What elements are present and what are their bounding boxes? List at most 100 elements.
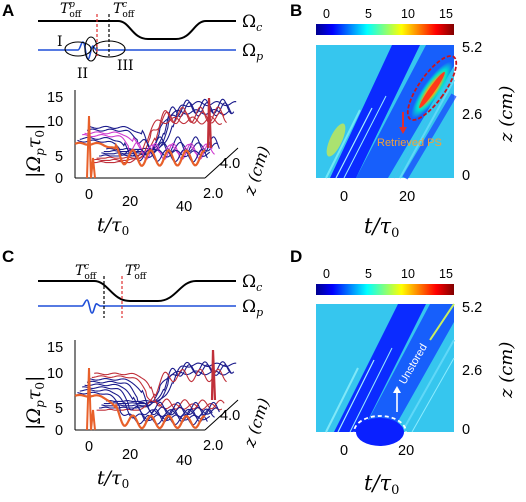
colorbar-tick-5-d: 5 (365, 267, 372, 281)
z-axis-label-a: z (cm) (239, 144, 273, 199)
y-axis-label-a: |Ωpτ0| (23, 124, 47, 178)
waterfall-traces-a (74, 97, 237, 179)
y-tick-15-a: 15 (47, 90, 63, 106)
retrieved-ps-ellipse (406, 55, 458, 121)
panel-letter-b: B (290, 1, 302, 20)
waterfall-trace (91, 116, 223, 164)
colorbar-tick-15-b: 15 (439, 7, 453, 21)
region-label-ii: II (77, 66, 88, 82)
toff-p-label-c: Toffp (125, 262, 147, 282)
control-field-curve-a (38, 20, 236, 40)
waterfall-trace (74, 393, 206, 430)
retrieved-ps-arrowhead (399, 127, 407, 134)
probe-field-curve-c (38, 299, 236, 314)
z-tick-2-c: 2.0 (203, 438, 223, 454)
waterfall-trace (94, 111, 225, 161)
x-axis-label-b: t/τ0 (364, 214, 399, 241)
z-tick-5-2-d: 5.2 (462, 300, 482, 316)
colorbar-tick-5-b: 5 (365, 7, 372, 21)
pulse-spike (210, 349, 217, 401)
pulse-spike (206, 97, 213, 149)
control-field-curve-c (38, 280, 236, 302)
pulse-spike (86, 367, 96, 431)
colorbar-tick-10-d: 10 (401, 267, 415, 281)
x-tick-40-a: 40 (176, 199, 192, 215)
x-tick-0-b: 0 (340, 189, 348, 205)
y-tick-5-a: 5 (55, 149, 63, 165)
unstored-arrowhead (393, 386, 401, 393)
y-tick-0-a: 0 (55, 171, 63, 187)
x-tick-40-c: 40 (176, 453, 192, 469)
z-tick-2-6-d: 2.6 (462, 363, 482, 379)
z-axis-label-c: z (cm) (239, 396, 273, 451)
z-tick-0-d: 0 (462, 422, 470, 438)
toff-c-label-a: Toffc (113, 0, 135, 20)
heatmap-d (316, 303, 455, 446)
z-axis-label-d: z (cm) (496, 342, 517, 399)
waterfall-trace (84, 383, 215, 418)
colorbar-tick-10-b: 10 (401, 7, 415, 21)
panel-letter-d: D (290, 247, 302, 266)
region-label-i: I (57, 34, 63, 50)
x-axis-label-d: t/τ0 (364, 471, 399, 498)
omega-p-label-a: Ωp (242, 41, 263, 63)
region-ellipse-i (64, 41, 92, 57)
x-tick-20-c: 20 (122, 447, 138, 463)
y-tick-10-c: 10 (47, 366, 63, 382)
colorbar-d (316, 284, 454, 295)
waterfall-trace (94, 372, 225, 410)
waterfall-trace (84, 131, 215, 155)
panel-c: C Ωc Ωp Toffc Toffp 0 5 10 15 0 20 40 2.… (2, 247, 273, 491)
panel-d: D 0 5 10 15 Unstored 5.2 2.6 0 z (cm) 0 … (290, 247, 517, 498)
pulse-spike (86, 115, 96, 179)
waterfall-traces-c (74, 349, 237, 431)
waterfall-trace (74, 141, 206, 168)
colorbar-tick-0-b: 0 (323, 7, 330, 21)
colorbar-b (316, 24, 454, 35)
waterfall-trace (82, 134, 213, 161)
waterfall-trace (89, 125, 220, 154)
region-label-iii: III (117, 58, 134, 74)
retrieved-ps-label: Retrieved PS (377, 137, 442, 149)
heatmap-b (316, 45, 457, 180)
y-tick-15-c: 15 (47, 340, 63, 356)
x-axis-label-c: t/τ0 (97, 467, 129, 491)
unstored-ellipse (353, 415, 407, 449)
waterfall-trace (96, 106, 227, 159)
x-axis-label-a: t/τ0 (97, 214, 129, 238)
waterfall-trace (101, 364, 232, 407)
colorbar-tick-0-d: 0 (323, 267, 330, 281)
z-tick-4-c: 4.0 (220, 408, 240, 424)
x-tick-0-a: 0 (85, 187, 93, 203)
z-tick-2-6-b: 2.6 (462, 107, 482, 123)
z-tick-5-2-b: 5.2 (462, 40, 482, 56)
y-tick-5-c: 5 (55, 401, 63, 417)
z-tick-2-a: 2.0 (203, 186, 223, 202)
y-tick-10-a: 10 (47, 114, 63, 130)
panel-letter-c: C (2, 247, 14, 266)
toff-p-label-a: Toffp (60, 0, 82, 20)
waterfall-axes-a (74, 90, 239, 179)
toff-c-label-c: Toffc (75, 262, 97, 282)
waterfall-trace (106, 100, 237, 150)
panel-letter-a: A (2, 1, 14, 20)
y-axis-label-c: |Ωpτ0| (23, 376, 47, 430)
y-tick-0-c: 0 (55, 423, 63, 439)
x-tick-20-a: 20 (122, 194, 138, 210)
z-tick-0-b: 0 (462, 168, 470, 184)
z-tick-4-a: 4.0 (220, 156, 240, 172)
omega-p-label-c: Ωp (242, 297, 263, 319)
x-tick-20-d: 20 (398, 443, 414, 459)
x-tick-0-c: 0 (85, 439, 93, 455)
waterfall-trace (103, 98, 235, 153)
waterfall-trace (99, 370, 230, 409)
z-axis-label-b: z (cm) (496, 86, 517, 143)
omega-c-label-a: Ωc (242, 12, 262, 34)
waterfall-axes-c (74, 340, 239, 431)
colorbar-tick-15-d: 15 (439, 267, 453, 281)
panel-b: B 0 5 10 15 Retrieved PS 5.2 2.6 0 z (cm… (290, 1, 517, 241)
x-tick-20-b: 20 (399, 189, 415, 205)
omega-c-label-c: Ωc (242, 272, 262, 294)
panel-a: A Ωc Ωp I II III Toffp Toffc 0 5 10 15 0… (2, 0, 273, 238)
